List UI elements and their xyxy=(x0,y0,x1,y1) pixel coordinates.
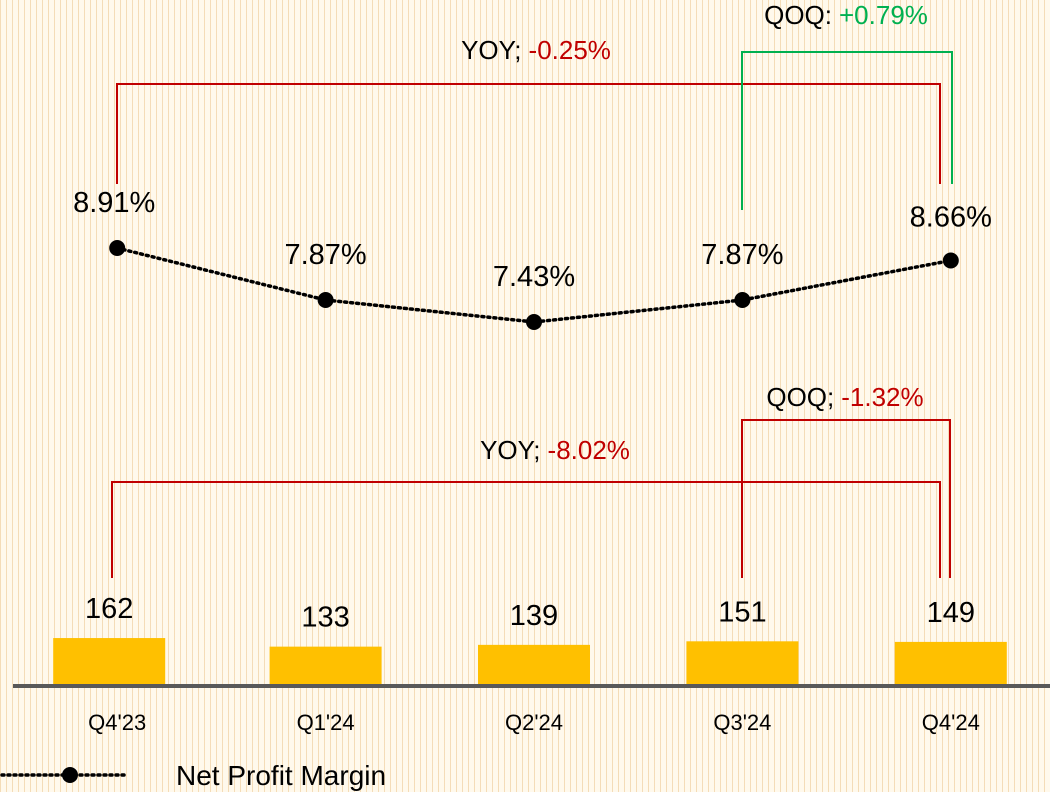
annotation-change: -1.32% xyxy=(841,382,923,412)
bracket xyxy=(111,481,941,578)
annotation: QOQ; -1.32% xyxy=(766,382,923,412)
line-value-label: 8.66% xyxy=(910,202,992,234)
bar xyxy=(478,644,590,686)
annotation-label: QOQ: xyxy=(764,0,832,30)
line-value-label: 7.43% xyxy=(493,261,575,293)
x-tick-label: Q1'24 xyxy=(297,710,355,735)
bar-value-label: 139 xyxy=(510,600,558,632)
bar-value-label: 162 xyxy=(85,593,133,625)
bracket xyxy=(741,419,951,578)
bar-value-label: 133 xyxy=(301,602,349,634)
annotation-label: YOY; xyxy=(461,35,521,65)
annotation-label: YOY; xyxy=(480,435,540,465)
bar-value-label: 151 xyxy=(718,596,766,628)
line-value-label: 7.87% xyxy=(284,239,366,271)
x-tick-label: Q4'24 xyxy=(922,710,980,735)
bracket xyxy=(116,83,941,184)
line-marker xyxy=(734,292,751,308)
x-tick-label: Q2'24 xyxy=(505,710,563,735)
line-marker xyxy=(526,314,542,330)
line-marker xyxy=(109,240,126,256)
annotation-change: -0.25% xyxy=(529,35,611,65)
bar xyxy=(53,638,166,686)
annotation: YOY; -8.02% xyxy=(480,435,630,465)
annotation-change: +0.79% xyxy=(839,0,928,30)
annotation-label: QOQ; xyxy=(766,382,834,412)
bracket xyxy=(741,51,953,210)
line-value-label: 7.87% xyxy=(701,239,783,271)
x-tick-label: Q4'23 xyxy=(88,710,146,735)
annotation-change: -8.02% xyxy=(548,435,630,465)
bar xyxy=(269,646,382,686)
annotation: YOY; -0.25% xyxy=(461,35,611,65)
bar-value-label: 149 xyxy=(927,597,975,629)
x-tick-label: Q3'24 xyxy=(713,710,771,735)
line-value-label: 8.91% xyxy=(73,187,155,219)
bar xyxy=(686,641,799,686)
bar xyxy=(894,641,1007,686)
line-marker xyxy=(942,252,959,269)
annotation: QOQ: +0.79% xyxy=(764,0,928,30)
legend-marker xyxy=(62,767,78,783)
line-marker xyxy=(317,292,334,308)
legend-label: Net Profit Margin xyxy=(176,760,386,791)
